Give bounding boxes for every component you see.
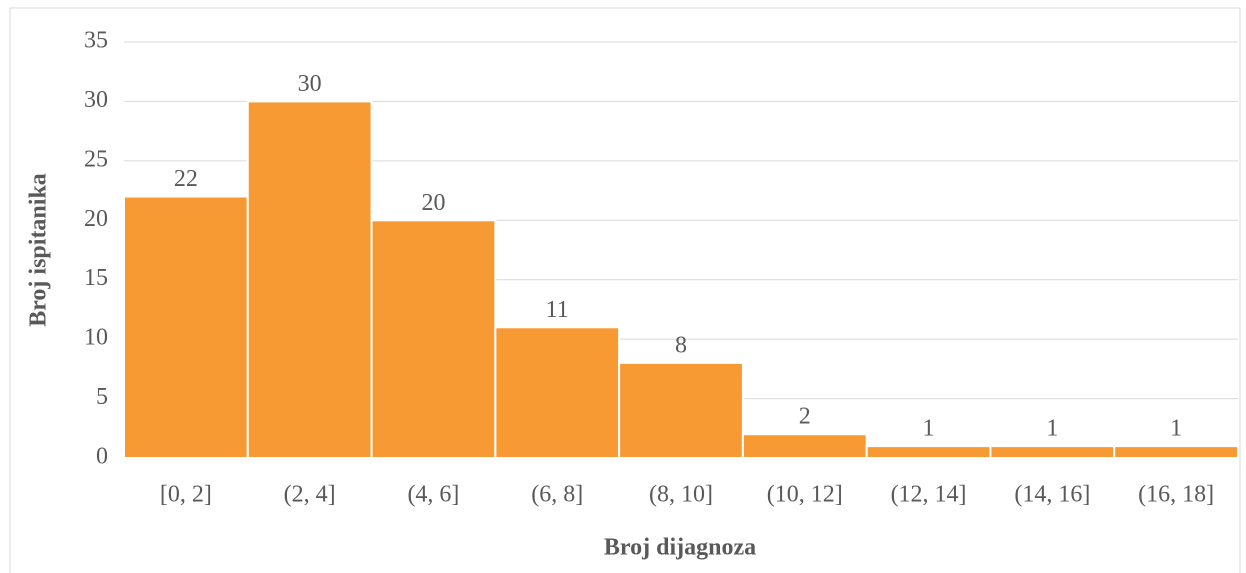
data-label: 1 bbox=[1170, 416, 1182, 442]
x-tick-label: (14, 16] bbox=[1014, 482, 1090, 508]
x-tick-label: (8, 10] bbox=[649, 482, 713, 508]
data-label: 11 bbox=[546, 297, 569, 323]
y-tick-label: 25 bbox=[84, 146, 108, 172]
x-tick-label: (10, 12] bbox=[767, 482, 843, 508]
bar bbox=[741, 433, 868, 460]
y-tick-label: 30 bbox=[84, 87, 108, 113]
y-tick-label: 10 bbox=[84, 325, 108, 351]
x-tick-label: [0, 2] bbox=[160, 482, 212, 508]
x-tick-label: (2, 4] bbox=[284, 482, 336, 508]
y-tick-label: 35 bbox=[84, 28, 108, 54]
data-label: 2 bbox=[799, 404, 811, 430]
data-label: 22 bbox=[174, 166, 198, 192]
x-tick-label: (6, 8] bbox=[531, 482, 583, 508]
y-tick-label: 0 bbox=[96, 444, 108, 470]
x-tick-label: (16, 18] bbox=[1138, 482, 1214, 508]
bar bbox=[989, 445, 1116, 460]
bar bbox=[1113, 445, 1239, 460]
bar bbox=[618, 361, 744, 459]
y-tick-label: 15 bbox=[84, 265, 108, 291]
x-axis-title: Broj dijagnoza bbox=[604, 535, 756, 561]
y-tick-label: 20 bbox=[84, 206, 108, 232]
bar bbox=[123, 195, 249, 459]
y-axis-title: Broj ispitanika bbox=[26, 173, 52, 327]
bar bbox=[865, 445, 992, 460]
y-tick-label: 5 bbox=[96, 384, 108, 410]
x-tick-label: (12, 14] bbox=[891, 482, 967, 508]
data-label: 20 bbox=[421, 190, 445, 216]
bar bbox=[370, 219, 497, 459]
data-label: 1 bbox=[923, 416, 935, 442]
x-tick-label: (4, 6] bbox=[407, 482, 459, 508]
bar bbox=[246, 100, 373, 460]
data-label: 8 bbox=[675, 332, 687, 358]
data-label: 1 bbox=[1046, 416, 1058, 442]
data-label: 30 bbox=[298, 71, 322, 97]
bar bbox=[494, 326, 621, 459]
